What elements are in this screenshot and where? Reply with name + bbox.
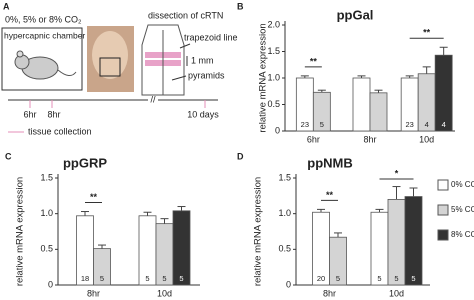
panel-a: A 0%, 5% or 8% CO₂ hypercapnic chamber d… — [1, 1, 238, 136]
dissection-title: dissection of cRTN — [148, 10, 223, 20]
timepoint: 8hr — [47, 109, 60, 119]
n-label: 5 — [336, 274, 340, 283]
y-axis-label: relative mRNA expression — [253, 177, 264, 286]
bar — [352, 77, 371, 132]
pointer — [171, 75, 187, 81]
y-tick-label: 1.0 — [40, 208, 53, 218]
n-label: 23 — [405, 120, 413, 129]
n-label: 5 — [179, 274, 183, 283]
x-tick-label: 6hr — [307, 134, 320, 144]
mouse-head — [14, 54, 30, 70]
y-tick-label: 2.0 — [267, 19, 280, 29]
x-tick-label: 8hr — [87, 288, 100, 298]
x-tick-label: 8hr — [323, 288, 336, 298]
panel-label: C — [5, 151, 12, 161]
legend-swatch — [437, 179, 449, 191]
x-tick-label: 10d — [389, 288, 404, 298]
panel-label: A — [3, 1, 10, 11]
pointer — [179, 43, 191, 49]
legend-label: tissue collection — [28, 126, 92, 136]
mouse-ear — [16, 50, 24, 58]
timeline-break: // — [150, 94, 156, 104]
legend-label: 8% CO₂ — [451, 230, 474, 239]
n-label: 5 — [162, 274, 166, 283]
n-label: 5 — [394, 274, 398, 283]
x-tick-label: 10d — [157, 288, 172, 298]
bar — [369, 92, 388, 132]
n-label: 5 — [145, 274, 149, 283]
panel-label: D — [237, 151, 244, 161]
bar — [172, 210, 191, 286]
legend-swatch — [437, 204, 449, 216]
brain-stem — [92, 31, 128, 79]
y-tick-label: 1.5 — [40, 172, 53, 182]
scale-label: 1 mm — [191, 55, 214, 65]
y-tick-label: 1.0 — [267, 72, 280, 82]
significance: ** — [90, 192, 98, 202]
x-tick-label: 10d — [419, 134, 434, 144]
y-tick-label: 1.5 — [278, 172, 291, 182]
legend-swatch — [437, 229, 449, 241]
condition: 0%, 5% or 8% CO₂ — [5, 14, 82, 24]
pyramids-label: pyramids — [188, 70, 225, 80]
trapezoid-label: trapezoid line — [184, 32, 238, 42]
n-label: 4 — [425, 120, 429, 129]
legend-label: 5% CO₂ — [451, 205, 474, 214]
y-tick-label: 0 — [286, 279, 291, 289]
significance: ** — [310, 56, 318, 66]
x-tick-label: 8hr — [363, 134, 376, 144]
significance: ** — [423, 28, 431, 38]
n-label: 4 — [442, 120, 446, 129]
panel-label: B — [237, 1, 244, 11]
n-label: 5 — [377, 274, 381, 283]
legend-label: 0% CO₂ — [451, 180, 474, 189]
y-tick-label: 1.0 — [278, 208, 291, 218]
bar — [387, 198, 406, 286]
y-axis-label: relative mRNA expression — [15, 177, 26, 286]
timepoint: 6hr — [23, 109, 36, 119]
mouse-tail — [57, 69, 77, 76]
significance: ** — [326, 190, 334, 200]
bar — [93, 248, 111, 286]
n-label: 5 — [320, 120, 324, 129]
chamber-label: hypercapnic chamber — [4, 30, 85, 40]
significance: * — [395, 168, 399, 178]
bar — [404, 196, 423, 286]
y-tick-label: 0 — [48, 279, 53, 289]
y-tick-label: 0.5 — [267, 99, 280, 109]
chart-title: ppGal — [337, 7, 374, 22]
n-label: 23 — [301, 120, 309, 129]
y-tick-label: 0.5 — [40, 244, 53, 254]
y-tick-label: 0.5 — [278, 244, 291, 254]
y-tick-label: 0 — [275, 125, 280, 135]
bar — [329, 236, 347, 286]
dissection-box — [99, 57, 121, 77]
chart-title: ppNMB — [307, 155, 353, 170]
n-label: 5 — [100, 274, 104, 283]
bar — [312, 91, 331, 132]
timepoint: 10 days — [187, 109, 219, 119]
y-tick-label: 1.5 — [267, 46, 280, 56]
n-label: 18 — [81, 274, 89, 283]
y-axis-label: relative mRNA expression — [258, 23, 269, 132]
bar — [434, 54, 453, 132]
chart-title: ppGRP — [63, 155, 107, 170]
n-label: 20 — [317, 274, 325, 283]
n-label: 5 — [411, 274, 415, 283]
